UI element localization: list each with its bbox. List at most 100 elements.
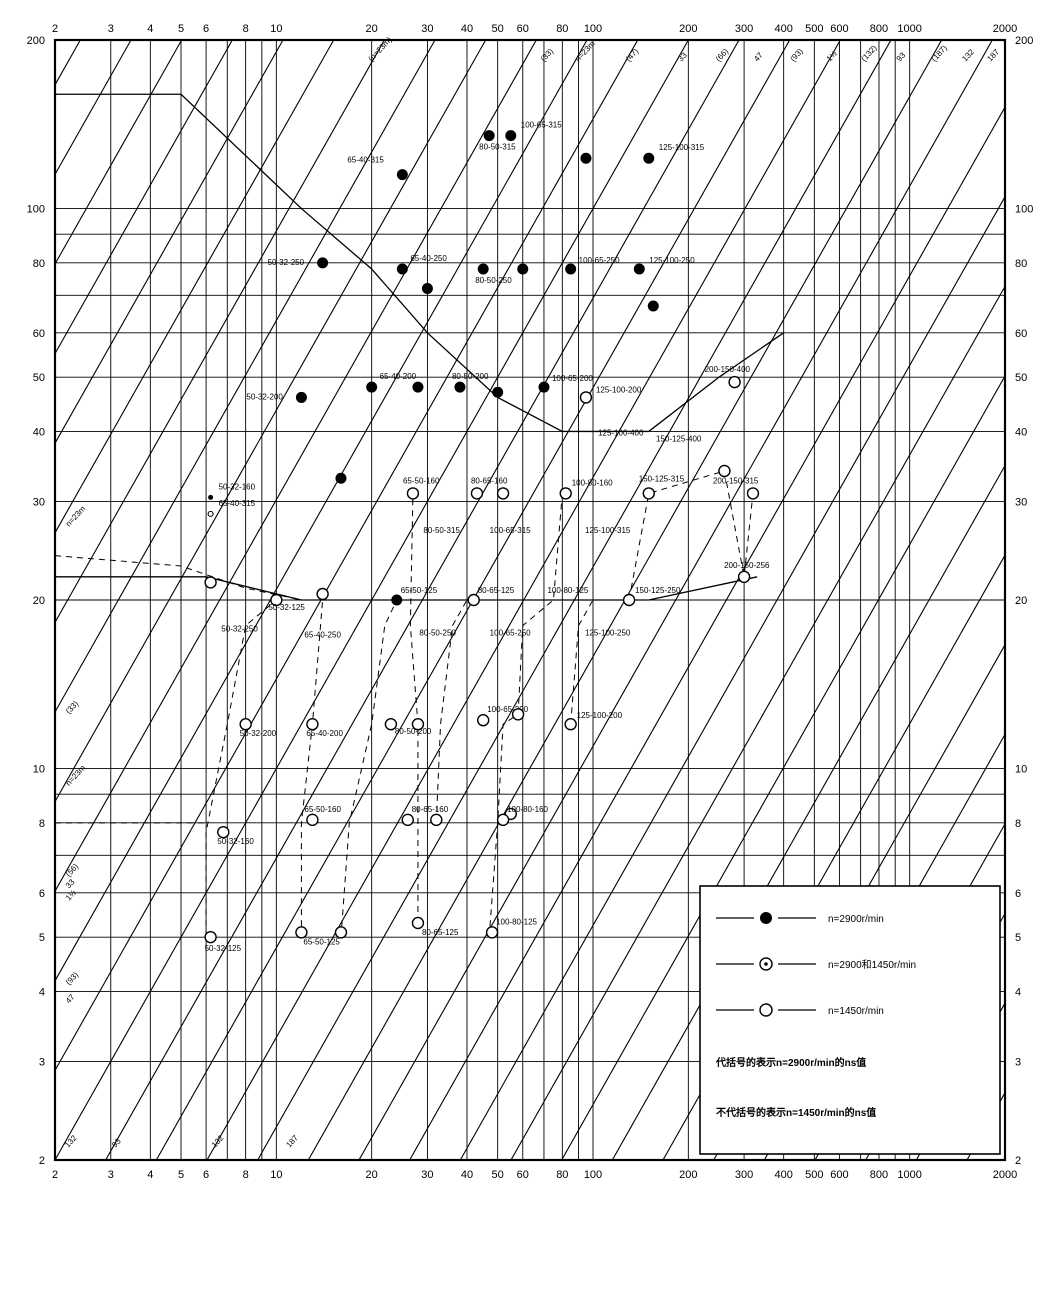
pump-label: 65-50-125 bbox=[303, 937, 340, 946]
svg-text:(187): (187) bbox=[930, 43, 950, 63]
pump-label: 65-50-160 bbox=[304, 805, 341, 814]
svg-text:187: 187 bbox=[284, 1133, 300, 1149]
svg-text:93: 93 bbox=[110, 1136, 123, 1149]
pump-label: 125-100-200 bbox=[596, 385, 642, 394]
pump-label: 80-50-200 bbox=[395, 727, 432, 736]
pump-label: 150-125-250 bbox=[635, 586, 681, 595]
svg-text:(66): (66) bbox=[714, 47, 731, 64]
svg-text:2: 2 bbox=[1015, 1155, 1021, 1167]
svg-text:2000: 2000 bbox=[993, 1169, 1017, 1181]
pump-label: 80-65-125 bbox=[478, 586, 515, 595]
pump-label: 65-40-250 bbox=[410, 254, 447, 263]
svg-text:n=2900r/min: n=2900r/min bbox=[828, 914, 884, 925]
svg-text:5: 5 bbox=[178, 23, 184, 35]
svg-text:60: 60 bbox=[33, 328, 45, 340]
pump-label: 80-65-125 bbox=[422, 928, 459, 937]
svg-text:100: 100 bbox=[584, 1169, 602, 1181]
svg-text:代括号的表示n=2900r/min的ns值: 代括号的表示n=2900r/min的ns值 bbox=[715, 1056, 866, 1069]
pump-label: 65-40-200 bbox=[306, 729, 343, 738]
svg-text:10: 10 bbox=[33, 764, 45, 776]
pump-label: 125-100-400 bbox=[598, 428, 644, 437]
svg-text:n=23m: n=23m bbox=[64, 763, 88, 787]
svg-text:500: 500 bbox=[805, 23, 823, 35]
svg-text:8: 8 bbox=[1015, 818, 1021, 830]
svg-text:3: 3 bbox=[1015, 1056, 1021, 1068]
svg-text:不代括号的表示n=1450r/min的ns值: 不代括号的表示n=1450r/min的ns值 bbox=[716, 1106, 876, 1119]
pump-label: 125-100-315 bbox=[585, 526, 631, 535]
svg-text:(47): (47) bbox=[624, 47, 641, 64]
pump-label: 65-40-200 bbox=[380, 372, 417, 381]
pump-label: 125-100-315 bbox=[659, 143, 705, 152]
pump-label: 80-65-160 bbox=[412, 805, 449, 814]
svg-text:40: 40 bbox=[461, 23, 473, 35]
svg-text:60: 60 bbox=[517, 23, 529, 35]
svg-text:50: 50 bbox=[1015, 372, 1027, 384]
svg-text:1½: 1½ bbox=[825, 49, 839, 64]
svg-text:50: 50 bbox=[492, 23, 504, 35]
pump-label: 125-100-200 bbox=[577, 711, 623, 720]
svg-text:80: 80 bbox=[1015, 258, 1027, 270]
svg-text:5: 5 bbox=[1015, 932, 1021, 944]
svg-text:30: 30 bbox=[33, 496, 45, 508]
pump-label: 100-80-160 bbox=[507, 805, 548, 814]
pump-label: 50-32-200 bbox=[240, 729, 277, 738]
pump-label: 100-65-200 bbox=[552, 374, 593, 383]
svg-text:30: 30 bbox=[421, 23, 433, 35]
svg-text:132: 132 bbox=[63, 1133, 79, 1149]
svg-text:6: 6 bbox=[1015, 888, 1021, 900]
svg-text:5: 5 bbox=[39, 932, 45, 944]
pump-label: 80-50-250 bbox=[475, 276, 512, 285]
svg-text:800: 800 bbox=[870, 1169, 888, 1181]
pump-label: 150-125-400 bbox=[656, 435, 702, 444]
svg-text:6: 6 bbox=[39, 888, 45, 900]
pump-label: 65-40-250 bbox=[304, 631, 341, 640]
svg-text:6: 6 bbox=[203, 1169, 209, 1181]
svg-text:800: 800 bbox=[870, 23, 888, 35]
svg-text:400: 400 bbox=[774, 23, 792, 35]
svg-text:400: 400 bbox=[774, 1169, 792, 1181]
svg-text:10: 10 bbox=[1015, 764, 1027, 776]
pump-label: 100-65-315 bbox=[521, 121, 562, 130]
svg-text:8: 8 bbox=[39, 818, 45, 830]
svg-text:4: 4 bbox=[39, 986, 45, 998]
svg-text:2000: 2000 bbox=[993, 23, 1017, 35]
svg-text:200: 200 bbox=[679, 1169, 697, 1181]
pump-label: 50-32-160 bbox=[217, 837, 254, 846]
svg-text:4: 4 bbox=[1015, 986, 1021, 998]
svg-text:20: 20 bbox=[1015, 595, 1027, 607]
pump-label: 80-50-315 bbox=[423, 526, 460, 535]
svg-text:2: 2 bbox=[52, 23, 58, 35]
svg-text:20: 20 bbox=[33, 595, 45, 607]
svg-text:500: 500 bbox=[805, 1169, 823, 1181]
svg-text:20: 20 bbox=[366, 1169, 378, 1181]
svg-text:93: 93 bbox=[895, 50, 908, 63]
pump-label: 125-100-250 bbox=[585, 629, 631, 638]
pump-label: 100-65-250 bbox=[490, 629, 531, 638]
svg-text:8: 8 bbox=[243, 23, 249, 35]
pump-label: 200-150-315 bbox=[713, 476, 759, 485]
svg-text:4: 4 bbox=[147, 1169, 153, 1181]
pump-label: 65-40-315 bbox=[219, 499, 256, 508]
svg-text:300: 300 bbox=[735, 23, 753, 35]
pump-label: 150-125-315 bbox=[639, 474, 685, 483]
svg-text:132: 132 bbox=[960, 47, 976, 63]
svg-text:40: 40 bbox=[33, 426, 45, 438]
pump-label: 50-32-250 bbox=[221, 625, 258, 634]
svg-text:(93): (93) bbox=[788, 47, 805, 64]
pump-points: 50-32-16065-40-31565-40-31580-50-315100-… bbox=[205, 121, 770, 954]
pump-label: 200-150-256 bbox=[724, 561, 770, 570]
svg-text:132: 132 bbox=[210, 1133, 226, 1149]
svg-text:(56): (56) bbox=[64, 862, 81, 879]
svg-text:5: 5 bbox=[178, 1169, 184, 1181]
svg-text:50: 50 bbox=[33, 372, 45, 384]
pump-label: 50-32-125 bbox=[268, 603, 305, 612]
svg-text:100: 100 bbox=[27, 204, 45, 216]
svg-text:200: 200 bbox=[679, 23, 697, 35]
svg-text:60: 60 bbox=[1015, 328, 1027, 340]
pump-label: 80-50-315 bbox=[479, 143, 516, 152]
pump-label: 50-32-125 bbox=[205, 944, 242, 953]
svg-text:3: 3 bbox=[108, 1169, 114, 1181]
svg-text:200: 200 bbox=[1015, 35, 1033, 47]
pump-selection-chart: 50-32-16065-40-31565-40-31580-50-315100-… bbox=[0, 0, 1060, 1291]
svg-text:50: 50 bbox=[492, 1169, 504, 1181]
